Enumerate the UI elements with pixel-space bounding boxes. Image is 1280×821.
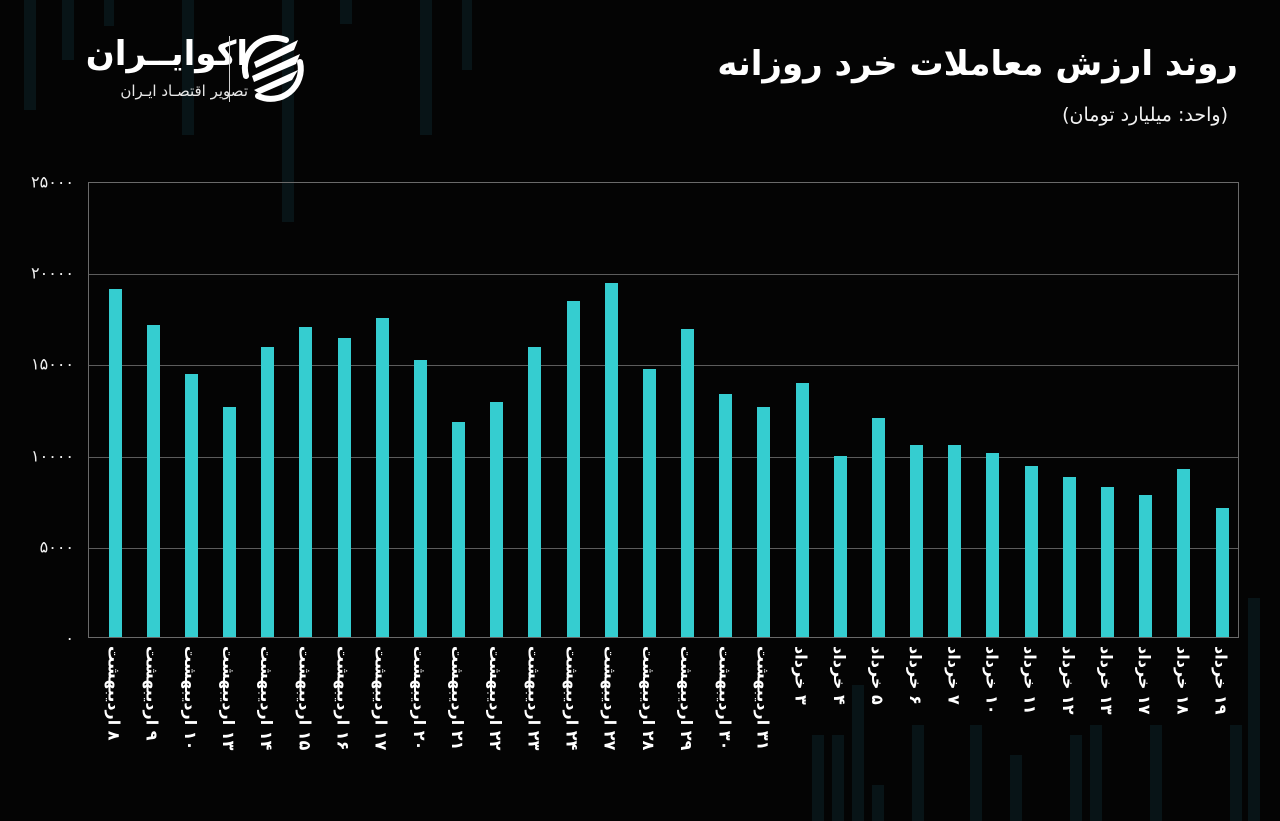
bar (1215, 507, 1229, 637)
bar (1024, 465, 1038, 637)
bar (375, 317, 389, 637)
x-tick-label: ۵ خرداد (867, 646, 887, 705)
x-tick-label: ۱۵ اردیبهشت (295, 646, 315, 751)
bar (795, 383, 809, 637)
bar (299, 326, 313, 637)
y-tick-label: ۰ (65, 628, 74, 648)
bar (413, 359, 427, 637)
x-tick-label: ۱۷ خرداد (1135, 646, 1155, 715)
bar (337, 337, 351, 637)
y-tick-label: ۵۰۰۰ (39, 537, 74, 557)
x-tick-label: ۲۱ اردیبهشت (448, 646, 468, 751)
gridline (89, 547, 1238, 549)
x-tick-label: ۲۰ اردیبهشت (409, 646, 429, 751)
x-tick-label: ۱۰ خرداد (982, 646, 1002, 715)
x-tick-label: ۱۶ اردیبهشت (333, 646, 353, 751)
brand-logo: اکوایــران تصویر اقتصـاد ایـران (48, 32, 318, 110)
bar (833, 456, 847, 637)
chart-title: روند ارزش معاملات خرد روزانه (717, 44, 1238, 84)
bar (452, 421, 466, 637)
ecoiran-swoosh-logo-icon (241, 34, 304, 102)
logo-name: اکوایــران (85, 34, 248, 74)
gridline (89, 456, 1238, 458)
bar (184, 374, 198, 637)
gridline (89, 274, 1238, 276)
bar (108, 288, 122, 637)
x-tick-label: ۱۷ اردیبهشت (371, 646, 391, 751)
x-tick-label: ۳۰ اردیبهشت (715, 646, 735, 751)
y-tick-label: ۱۵۰۰۰ (31, 354, 74, 374)
y-tick-label: ۲۵۰۰۰ (31, 172, 74, 192)
bar (1177, 469, 1191, 637)
x-tick-label: ۲۸ اردیبهشت (638, 646, 658, 751)
bar (986, 452, 1000, 637)
x-tick-label: ۳ خرداد (791, 646, 811, 705)
x-tick-label: ۴ خرداد (829, 646, 849, 705)
bar (261, 346, 275, 637)
x-tick-label: ۲۴ اردیبهشت (562, 646, 582, 751)
x-tick-label: ۳۱ اردیبهشت (753, 646, 773, 751)
plot-area (88, 182, 1239, 638)
x-tick-label: ۲۳ اردیبهشت (524, 646, 544, 751)
bar (948, 445, 962, 637)
bar (223, 407, 237, 637)
bar (604, 283, 618, 637)
y-tick-label: ۲۰۰۰۰ (31, 263, 74, 283)
chart-subtitle-unit: (واحد: میلیارد تومان) (1062, 104, 1228, 126)
bar (642, 368, 656, 637)
bar (719, 394, 733, 637)
x-tick-label: ۲۲ اردیبهشت (486, 646, 506, 751)
bar (566, 301, 580, 637)
bar (528, 346, 542, 637)
bar (910, 445, 924, 637)
bar (490, 401, 504, 637)
bar (1100, 487, 1114, 637)
x-tick-label: ۱۳ اردیبهشت (219, 646, 239, 751)
x-tick-label: ۹ اردیبهشت (142, 646, 162, 741)
bar (681, 328, 695, 637)
x-tick-label: ۸ اردیبهشت (104, 646, 124, 741)
bar (871, 418, 885, 637)
x-tick-label: ۲۷ اردیبهشت (600, 646, 620, 751)
x-tick-label: ۱۳ خرداد (1096, 646, 1116, 715)
x-tick-label: ۱۹ خرداد (1211, 646, 1231, 715)
x-tick-label: ۶ خرداد (906, 646, 926, 705)
bar (757, 407, 771, 637)
x-tick-label: ۱۱ خرداد (1020, 646, 1040, 715)
y-tick-label: ۱۰۰۰۰ (31, 446, 74, 466)
bar (146, 325, 160, 637)
gridline (89, 365, 1238, 367)
logo-tagline: تصویر اقتصـاد ایـران (120, 82, 248, 100)
x-tick-label: ۷ خرداد (944, 646, 964, 705)
x-tick-label: ۱۲ خرداد (1058, 646, 1078, 715)
logo-divider (229, 36, 230, 102)
x-tick-label: ۲۹ اردیبهشت (677, 646, 697, 751)
x-tick-label: ۱۴ اردیبهشت (257, 646, 277, 751)
x-tick-label: ۱۰ اردیبهشت (180, 646, 200, 751)
bar (1139, 494, 1153, 637)
bar (1062, 476, 1076, 637)
x-tick-label: ۱۸ خرداد (1173, 646, 1193, 715)
